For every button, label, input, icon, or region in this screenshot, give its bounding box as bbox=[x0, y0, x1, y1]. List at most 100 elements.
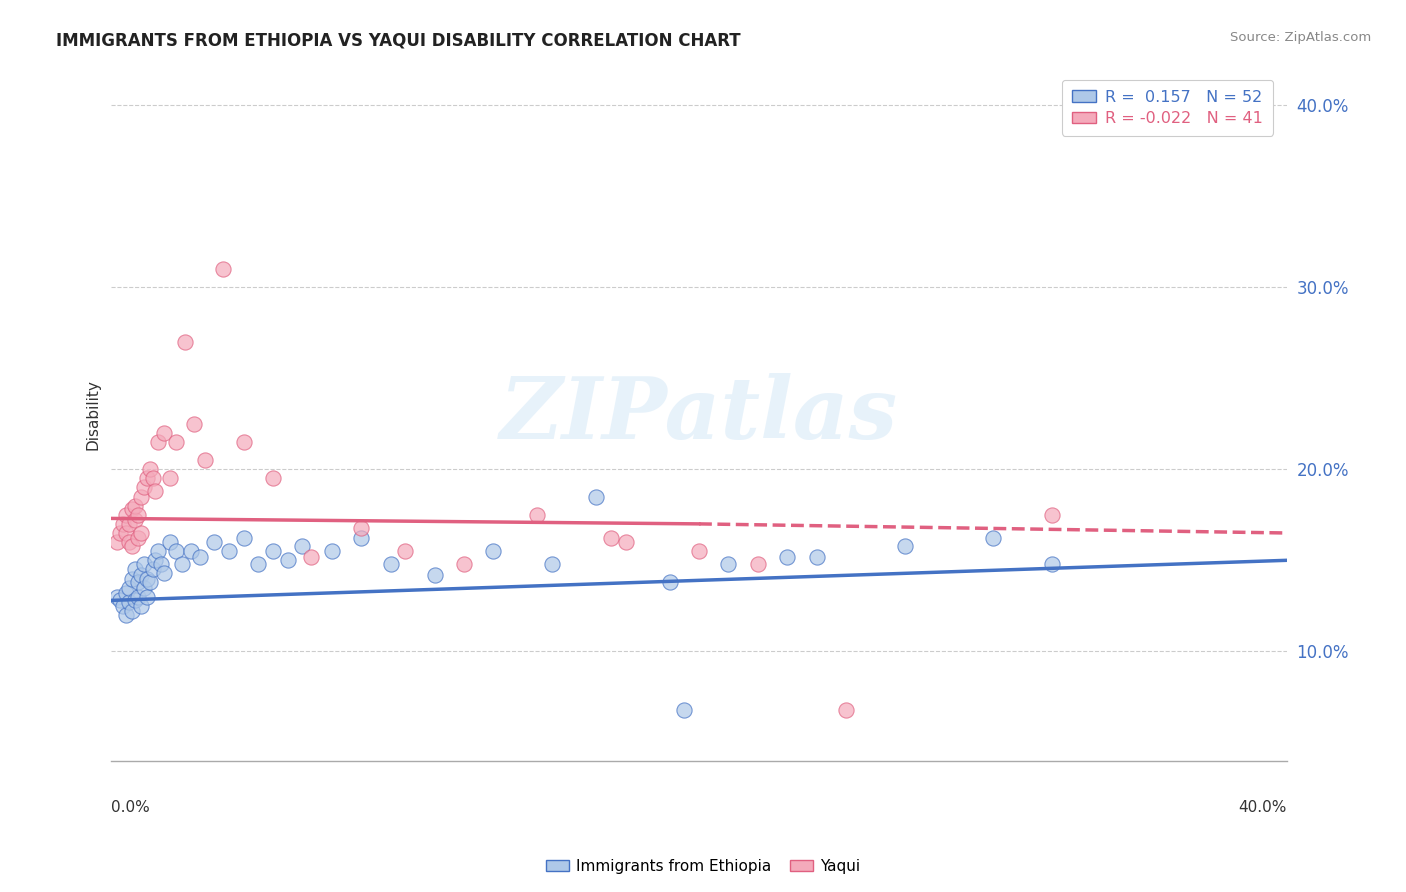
Point bbox=[153, 566, 176, 580]
Point bbox=[138, 462, 160, 476]
Point bbox=[981, 532, 1004, 546]
Point bbox=[121, 502, 143, 516]
Point bbox=[893, 539, 915, 553]
Point bbox=[118, 516, 141, 531]
Point bbox=[141, 562, 163, 576]
Point bbox=[747, 557, 769, 571]
Point bbox=[135, 572, 157, 586]
Point bbox=[218, 544, 240, 558]
Point bbox=[173, 334, 195, 349]
Point bbox=[110, 526, 132, 541]
Point bbox=[453, 557, 475, 571]
Point bbox=[394, 544, 416, 558]
Point bbox=[291, 539, 314, 553]
Text: Source: ZipAtlas.com: Source: ZipAtlas.com bbox=[1230, 31, 1371, 45]
Legend: R =  0.157   N = 52, R = -0.022   N = 41: R = 0.157 N = 52, R = -0.022 N = 41 bbox=[1062, 80, 1272, 136]
Point bbox=[202, 535, 225, 549]
Point bbox=[299, 549, 322, 564]
Point bbox=[148, 544, 170, 558]
Point bbox=[688, 544, 710, 558]
Point bbox=[194, 453, 217, 467]
Point bbox=[135, 471, 157, 485]
Point bbox=[118, 595, 141, 609]
Point bbox=[277, 553, 299, 567]
Text: IMMIGRANTS FROM ETHIOPIA VS YAQUI DISABILITY CORRELATION CHART: IMMIGRANTS FROM ETHIOPIA VS YAQUI DISABI… bbox=[56, 31, 741, 49]
Point bbox=[599, 532, 621, 546]
Point bbox=[124, 562, 146, 576]
Point bbox=[614, 535, 637, 549]
Point bbox=[127, 575, 149, 590]
Point bbox=[526, 508, 548, 522]
Point bbox=[165, 434, 187, 449]
Point bbox=[129, 526, 152, 541]
Point bbox=[159, 535, 181, 549]
Point bbox=[112, 516, 135, 531]
Point bbox=[150, 557, 173, 571]
Point bbox=[585, 490, 607, 504]
Point bbox=[188, 549, 211, 564]
Point bbox=[717, 557, 740, 571]
Point bbox=[127, 508, 149, 522]
Point bbox=[148, 434, 170, 449]
Point bbox=[105, 590, 128, 604]
Point bbox=[138, 575, 160, 590]
Point bbox=[170, 557, 193, 571]
Point bbox=[121, 604, 143, 618]
Point bbox=[141, 471, 163, 485]
Point bbox=[180, 544, 202, 558]
Point bbox=[541, 557, 564, 571]
Point bbox=[159, 471, 181, 485]
Point bbox=[350, 520, 373, 534]
Point bbox=[165, 544, 187, 558]
Point bbox=[212, 261, 235, 276]
Point bbox=[129, 490, 152, 504]
Point bbox=[115, 508, 138, 522]
Point bbox=[247, 557, 270, 571]
Point bbox=[121, 539, 143, 553]
Point bbox=[658, 575, 681, 590]
Point bbox=[1040, 557, 1063, 571]
Point bbox=[380, 557, 402, 571]
Point bbox=[262, 471, 284, 485]
Point bbox=[132, 581, 155, 595]
Point bbox=[118, 535, 141, 549]
Point bbox=[129, 567, 152, 582]
Point bbox=[135, 590, 157, 604]
Point bbox=[127, 532, 149, 546]
Point bbox=[124, 593, 146, 607]
Point bbox=[132, 557, 155, 571]
Point bbox=[145, 484, 167, 499]
Point bbox=[321, 544, 343, 558]
Point bbox=[232, 532, 254, 546]
Y-axis label: Disability: Disability bbox=[86, 379, 100, 450]
Point bbox=[806, 549, 828, 564]
Point bbox=[1040, 508, 1063, 522]
Point bbox=[105, 535, 128, 549]
Point bbox=[423, 567, 446, 582]
Point bbox=[121, 572, 143, 586]
Point bbox=[110, 593, 132, 607]
Point bbox=[350, 532, 373, 546]
Text: ZIPatlas: ZIPatlas bbox=[501, 373, 898, 457]
Point bbox=[127, 590, 149, 604]
Point bbox=[673, 703, 696, 717]
Text: 40.0%: 40.0% bbox=[1239, 799, 1286, 814]
Point bbox=[129, 599, 152, 613]
Point bbox=[115, 526, 138, 541]
Point bbox=[115, 586, 138, 600]
Point bbox=[112, 599, 135, 613]
Point bbox=[153, 425, 176, 440]
Point bbox=[232, 434, 254, 449]
Point bbox=[835, 703, 858, 717]
Point bbox=[183, 417, 205, 431]
Point bbox=[145, 553, 167, 567]
Point bbox=[124, 513, 146, 527]
Point bbox=[776, 549, 799, 564]
Point bbox=[115, 607, 138, 622]
Legend: Immigrants from Ethiopia, Yaqui: Immigrants from Ethiopia, Yaqui bbox=[540, 853, 866, 880]
Point bbox=[118, 581, 141, 595]
Text: 0.0%: 0.0% bbox=[111, 799, 150, 814]
Point bbox=[482, 544, 505, 558]
Point bbox=[124, 499, 146, 513]
Point bbox=[262, 544, 284, 558]
